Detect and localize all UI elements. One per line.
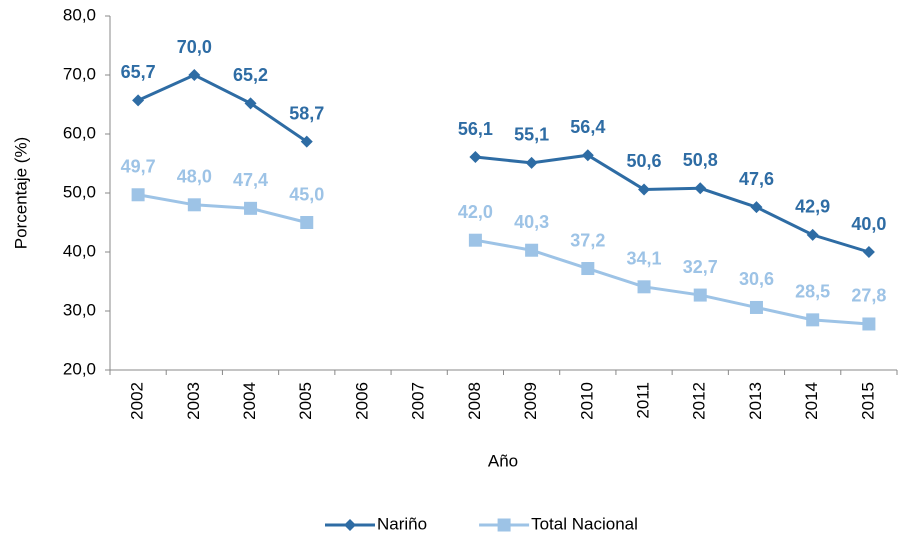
data-label: 42,0 [458,202,493,222]
y-tick-label: 50,0 [63,182,96,201]
data-point [187,198,201,212]
data-point [581,262,595,276]
x-tick-label: 2007 [409,382,428,420]
data-label: 56,1 [458,119,493,139]
x-tick-label: 2004 [240,382,259,420]
legend-label: Nariño [377,514,427,533]
data-point [469,151,482,164]
y-tick-label: 70,0 [63,64,96,83]
x-tick-label: 2003 [184,382,203,420]
data-label: 28,5 [795,282,830,302]
data-point [750,201,763,214]
x-tick-label: 2008 [465,382,484,420]
data-label: 56,4 [570,117,605,137]
x-axis-label: Año [488,451,518,470]
y-tick-label: 30,0 [63,300,96,319]
data-point [300,135,313,148]
legend-marker [344,519,356,531]
data-label: 45,0 [289,184,324,204]
data-label: 40,0 [851,214,886,234]
legend-marker [497,518,511,532]
data-point [132,94,145,107]
data-point [468,233,482,247]
data-label: 58,7 [289,103,324,123]
data-label: 55,1 [514,125,549,145]
y-axis-label: Porcentaje (%) [11,137,30,249]
data-label: 65,7 [121,62,156,82]
data-label: 50,8 [683,150,718,170]
x-tick-label: 2013 [746,382,765,420]
x-tick-label: 2005 [296,382,315,420]
data-point [693,288,707,302]
data-point [862,317,876,331]
data-label: 30,6 [739,269,774,289]
data-label: 27,8 [851,286,886,306]
data-point [581,149,594,162]
x-tick-label: 2009 [521,382,540,420]
data-point [862,246,875,258]
data-point [694,182,707,195]
series-line [137,73,870,254]
x-tick-label: 2002 [128,382,147,420]
y-tick-label: 80,0 [63,5,96,24]
x-tick-label: 2006 [352,382,371,420]
data-point [806,228,819,241]
data-point [749,300,763,314]
data-label: 47,6 [739,169,774,189]
data-label: 42,9 [795,197,830,217]
data-label: 47,4 [233,170,268,190]
data-point [244,201,258,215]
x-tick-label: 2015 [858,382,877,420]
data-point [638,183,651,196]
data-label: 32,7 [683,257,718,277]
legend-label: Total Nacional [531,514,638,533]
data-point [131,188,145,202]
x-tick-label: 2011 [634,382,653,419]
data-label: 49,7 [121,157,156,177]
data-label: 48,0 [177,167,212,187]
data-label: 40,3 [514,212,549,232]
data-point [244,97,257,110]
data-point [188,69,201,81]
data-point [525,156,538,169]
data-label: 50,6 [627,151,662,171]
y-tick-label: 60,0 [63,123,96,142]
y-tick-label: 20,0 [63,359,96,378]
data-label: 37,2 [570,230,605,250]
data-point [525,243,539,257]
data-point [806,313,820,327]
data-point [637,280,651,294]
x-tick-label: 2014 [802,382,821,420]
data-label: 70,0 [177,37,212,57]
data-point [300,216,314,229]
x-tick-label: 2010 [577,382,596,420]
data-label: 34,1 [627,249,662,269]
y-tick-label: 40,0 [63,241,96,260]
series-line [137,193,870,326]
data-label: 65,2 [233,65,268,85]
x-tick-label: 2012 [690,382,709,420]
